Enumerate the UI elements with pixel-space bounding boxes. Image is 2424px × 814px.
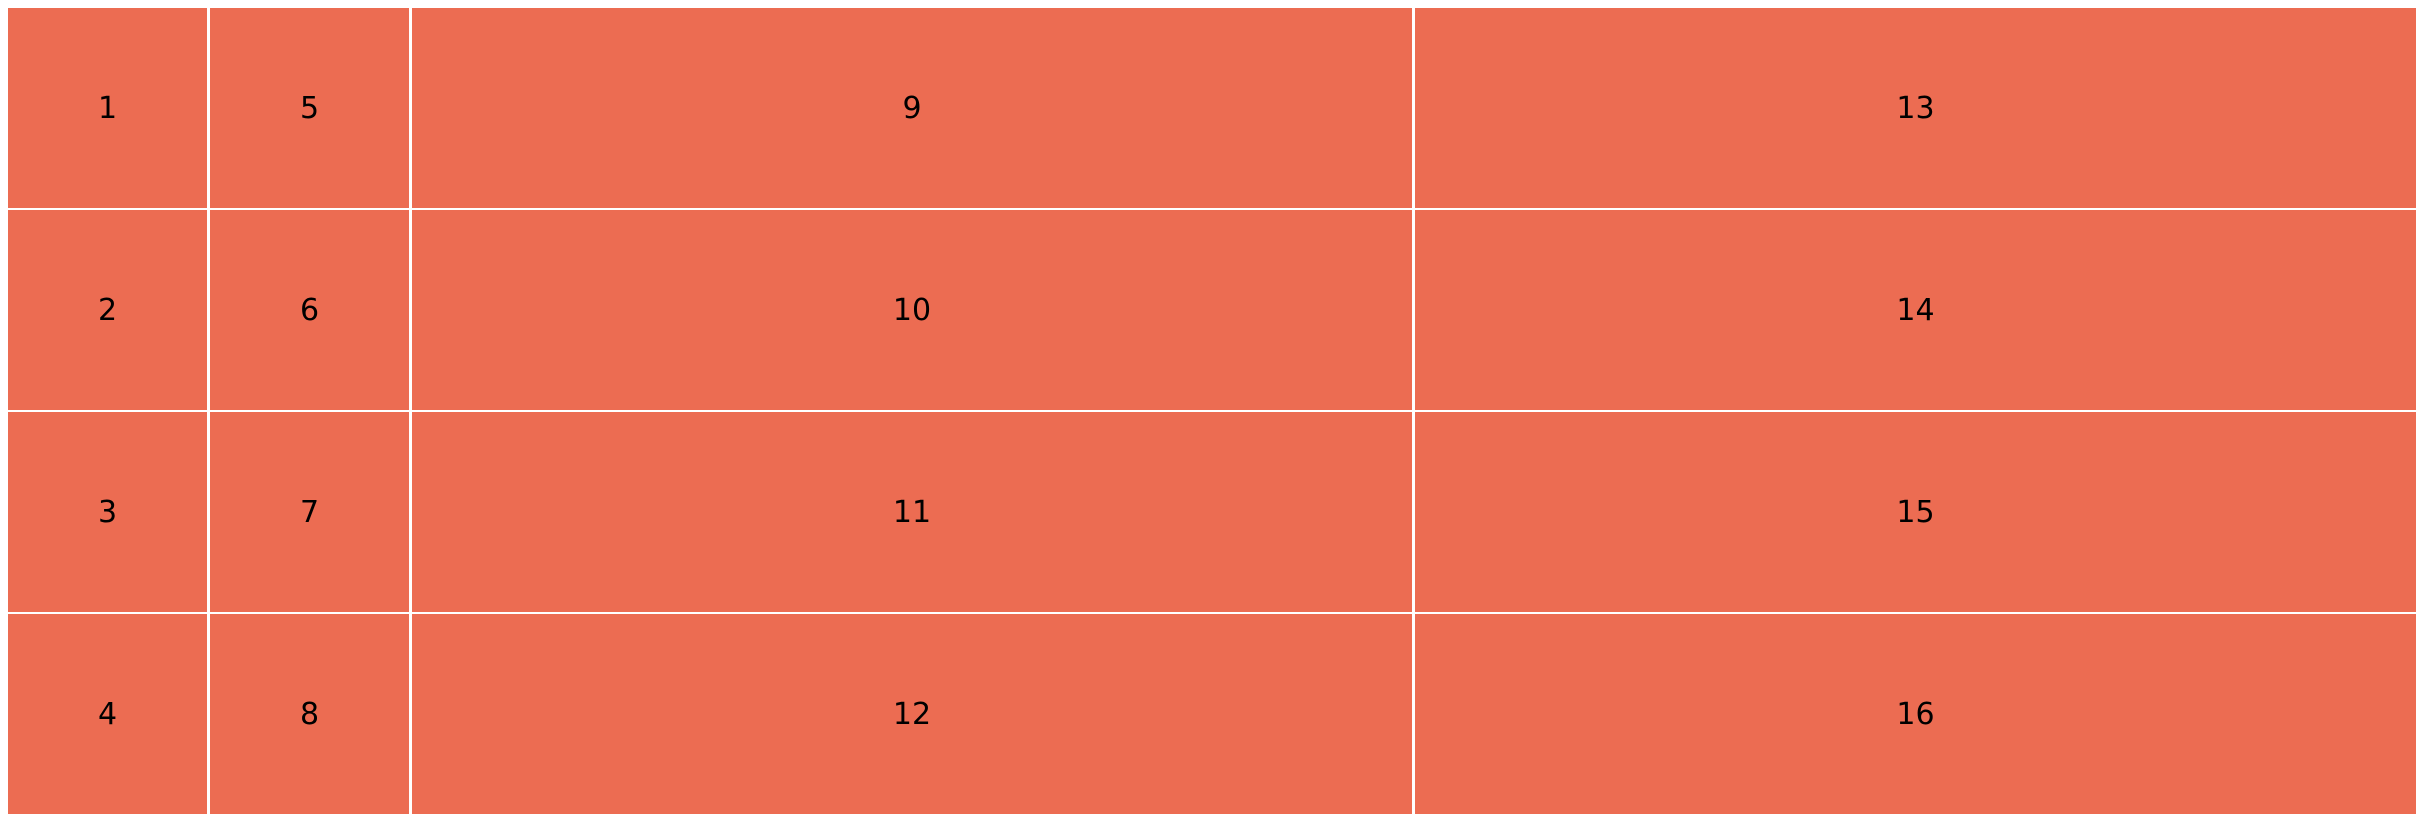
grid-cell-14: 14 [1415,210,2416,410]
grid-cell-1: 1 [8,8,207,208]
grid-cell-5: 5 [210,8,409,208]
grid-cell-12: 12 [412,614,1412,814]
grid-cell-2: 2 [8,210,207,410]
grid-cell-8: 8 [210,614,409,814]
grid-cell-6: 6 [210,210,409,410]
grid-cell-3: 3 [8,412,207,612]
grid-cell-9: 9 [412,8,1412,208]
grid-cell-13: 13 [1415,8,2416,208]
grid-cell-16: 16 [1415,614,2416,814]
grid-cell-4: 4 [8,614,207,814]
grid-cell-15: 15 [1415,412,2416,612]
grid-container: 1 2 3 4 5 6 7 8 9 10 11 12 13 14 15 16 [8,8,2416,814]
grid-cell-11: 11 [412,412,1412,612]
grid-cell-10: 10 [412,210,1412,410]
grid-cell-7: 7 [210,412,409,612]
